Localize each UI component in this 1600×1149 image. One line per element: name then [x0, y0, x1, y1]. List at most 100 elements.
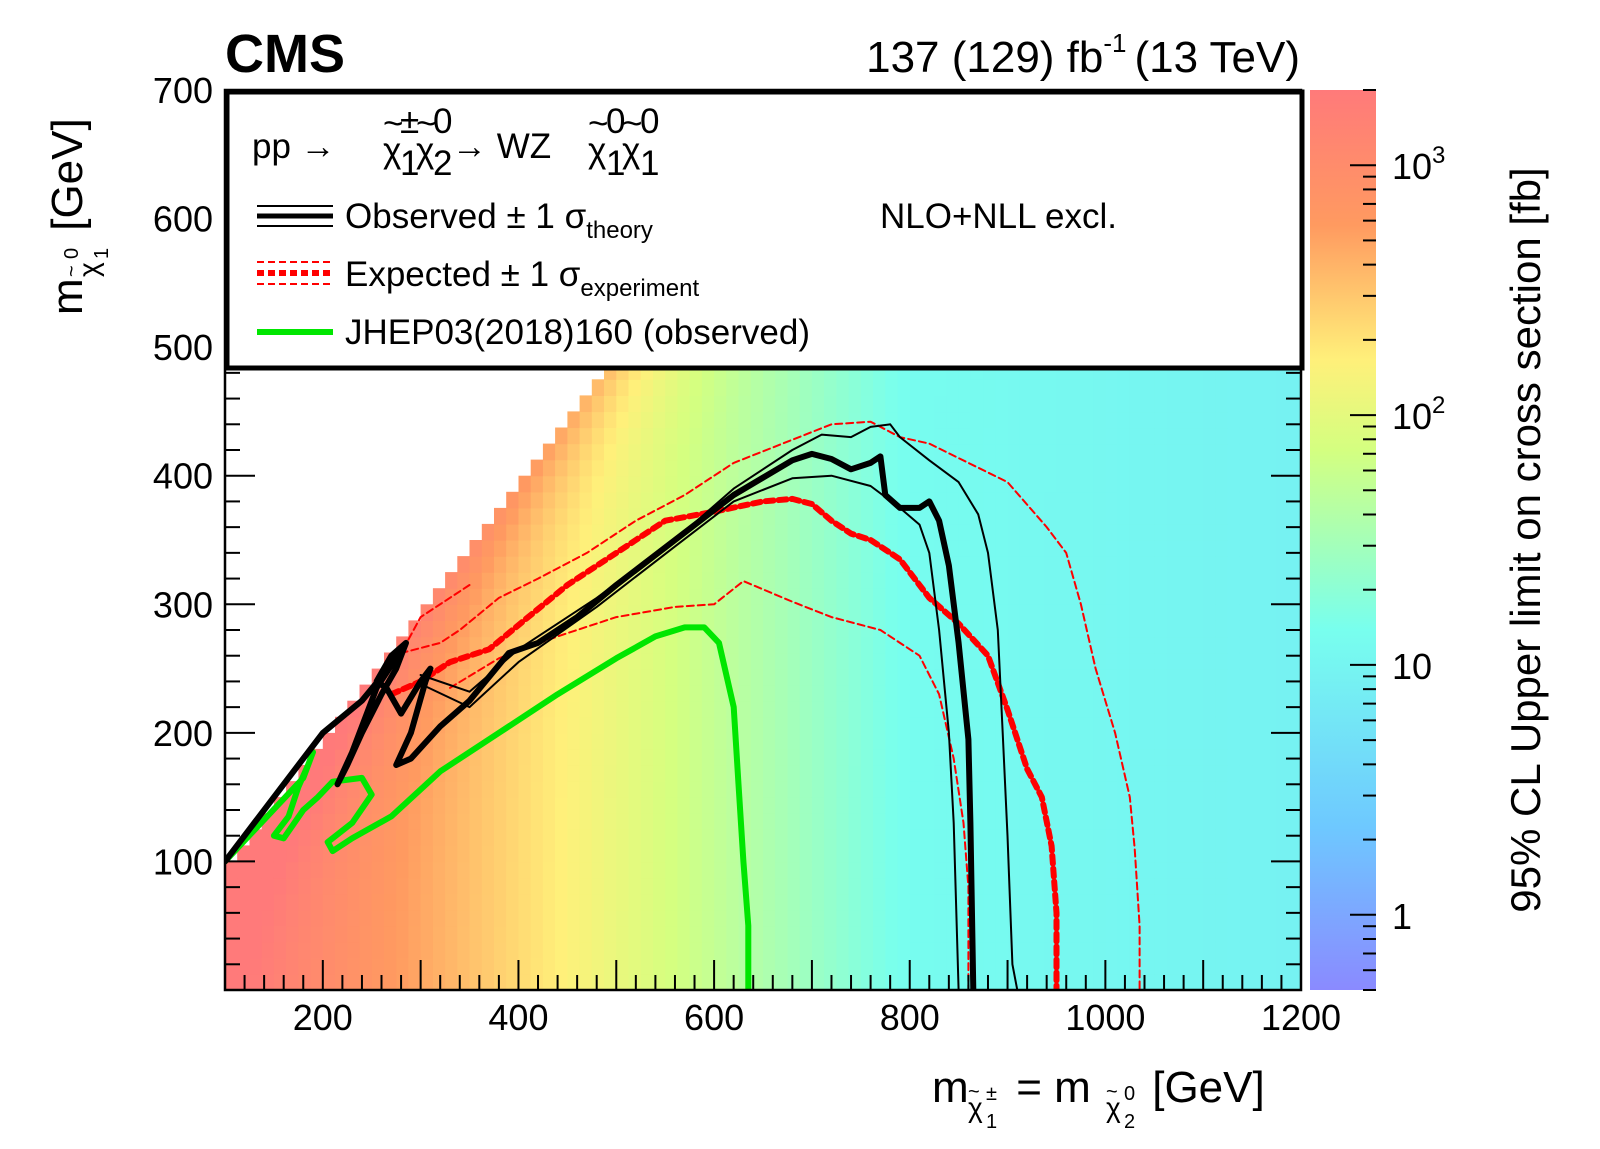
heatmap-cell [750, 411, 764, 429]
heatmap-cell [897, 475, 911, 493]
heatmap-cell [445, 829, 458, 846]
heatmap-cell [1142, 829, 1155, 846]
heatmap-cell [506, 797, 519, 814]
heatmap-cell [763, 620, 776, 638]
heatmap-cell [1178, 652, 1192, 670]
heatmap-cell [1019, 427, 1033, 445]
heatmap-cell [567, 877, 581, 895]
heatmap-cell [591, 491, 605, 509]
heatmap-cell [873, 877, 886, 895]
heatmap-cell [799, 507, 813, 525]
heatmap-cell [1203, 604, 1216, 621]
heatmap-cell [530, 716, 544, 734]
heatmap-cell [1203, 877, 1216, 895]
heatmap-cell [983, 379, 996, 396]
heatmap-cell [1117, 813, 1131, 830]
heatmap-cell [1080, 379, 1094, 396]
heatmap-cell [1080, 925, 1094, 943]
heatmap-cell [481, 797, 495, 814]
heatmap-cell [273, 957, 287, 975]
heatmap-cell [1239, 556, 1253, 573]
heatmap-cell [1117, 636, 1131, 654]
heatmap-cell [518, 556, 532, 573]
heatmap-cell [775, 813, 788, 830]
heatmap-cell [701, 475, 715, 493]
heatmap-cell [726, 604, 740, 621]
heatmap-cell [738, 684, 752, 702]
heatmap-cell [1154, 893, 1168, 911]
heatmap-cell [811, 523, 825, 541]
heatmap-cell [1166, 957, 1180, 975]
heatmap-cell [542, 941, 556, 959]
heatmap-cell [701, 925, 715, 943]
heatmap-cell [983, 748, 996, 766]
heatmap-cell [1276, 507, 1290, 525]
heatmap-cell [983, 797, 996, 814]
heatmap-cell [567, 443, 581, 461]
heatmap-cell [591, 572, 605, 589]
heatmap-cell [628, 475, 642, 493]
heatmap-cell [787, 732, 801, 750]
heatmap-cell [787, 411, 801, 429]
heatmap-cell [909, 588, 923, 605]
heatmap-cell [1068, 957, 1082, 975]
heatmap-cell [1191, 861, 1204, 879]
heatmap-cell [1154, 781, 1168, 798]
heatmap-cell [1166, 845, 1180, 863]
heatmap-cell [922, 941, 935, 959]
heatmap-cell [922, 604, 935, 621]
heatmap-cell [408, 909, 422, 927]
heatmap-cell [1203, 636, 1216, 654]
heatmap-cell [335, 861, 348, 879]
heatmap-cell [1276, 636, 1290, 654]
heatmap-cell [225, 957, 238, 975]
heatmap-cell [1093, 652, 1106, 670]
heatmap-cell [567, 829, 581, 846]
heatmap-cell [616, 636, 630, 654]
heatmap-cell [469, 797, 483, 814]
heatmap-cell [1288, 507, 1301, 525]
heatmap-cell [665, 379, 678, 396]
heatmap-cell [1203, 700, 1216, 718]
heatmap-cell [1019, 909, 1033, 927]
svg-text:1: 1 [986, 1111, 997, 1133]
heatmap-cell [909, 523, 923, 541]
heatmap-cell [1203, 973, 1216, 990]
heatmap-cell [1142, 765, 1155, 782]
heatmap-cell [591, 379, 605, 396]
heatmap-cell [1252, 507, 1265, 525]
heatmap-cell [469, 668, 483, 686]
heatmap-cell [542, 716, 556, 734]
heatmap-cell [763, 732, 776, 750]
heatmap-cell [665, 957, 678, 975]
heatmap-cell [848, 813, 862, 830]
heatmap-cell [1264, 893, 1278, 911]
heatmap-cell [1068, 411, 1082, 429]
heatmap-cell [1154, 829, 1168, 846]
heatmap-cell [653, 652, 666, 670]
heatmap-cell [1044, 540, 1057, 557]
heatmap-cell [909, 652, 923, 670]
heatmap-cell [1056, 652, 1070, 670]
heatmap-cell [1105, 845, 1119, 863]
heatmap-cell [1166, 556, 1180, 573]
heatmap-cell [824, 732, 837, 750]
heatmap-cell [225, 925, 238, 943]
heatmap-cell [530, 845, 544, 863]
heatmap-cell [640, 941, 654, 959]
heatmap-cell [432, 797, 446, 814]
heatmap-cell [1080, 700, 1094, 718]
heatmap-cell [420, 620, 434, 638]
heatmap-cell [934, 443, 947, 461]
heatmap-cell [616, 491, 630, 509]
heatmap-cell [396, 716, 409, 734]
heatmap-cell [763, 813, 776, 830]
heatmap-cell [1178, 636, 1192, 654]
heatmap-cell [1129, 652, 1143, 670]
heatmap-cell [579, 893, 593, 911]
heatmap-cell [1093, 909, 1106, 927]
heatmap-cell [983, 700, 996, 718]
heatmap-cell [1264, 941, 1278, 959]
heatmap-cell [983, 572, 996, 589]
heatmap-cell [481, 620, 495, 638]
